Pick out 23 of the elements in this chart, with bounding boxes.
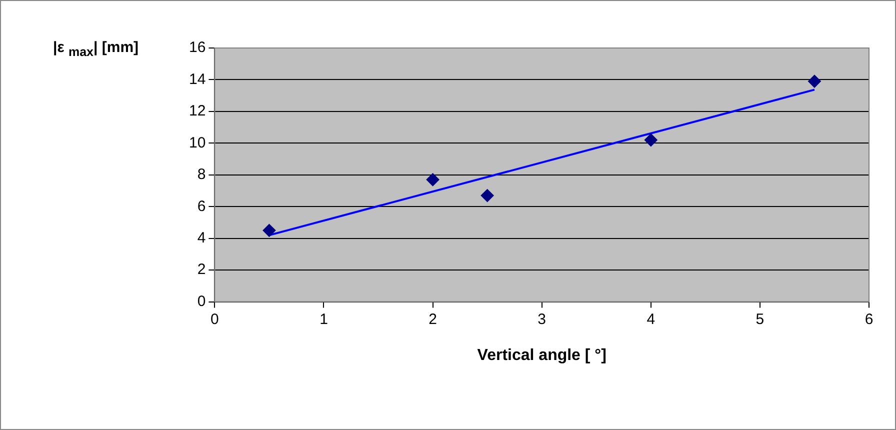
point xyxy=(480,189,494,202)
point xyxy=(426,173,440,186)
y-tick-label: 2 xyxy=(197,261,206,278)
x-tick-label: 4 xyxy=(646,310,656,328)
x-tick-label: 0 xyxy=(210,310,219,328)
y-tick-label: 6 xyxy=(197,198,206,215)
y-tick-label: 4 xyxy=(197,229,206,246)
x-tick-label: 1 xyxy=(320,310,328,328)
point xyxy=(262,224,276,237)
y-tick-label: 8 xyxy=(197,166,206,184)
x-tick-label: 6 xyxy=(864,310,874,328)
point xyxy=(644,134,658,147)
y-tick-label: 12 xyxy=(188,102,206,120)
y-tick-label: 0 xyxy=(197,292,206,310)
y-tick-label: 10 xyxy=(188,134,206,152)
y-axis-title: |ε $_{max}$| [mm] xyxy=(53,39,139,59)
x-tick-label: 2 xyxy=(428,310,437,328)
point xyxy=(808,74,821,88)
x-tick-label: 3 xyxy=(538,310,546,328)
x-axis-title: Vertical angle [ °] xyxy=(477,346,606,364)
y-tick-label: 16 xyxy=(188,39,206,56)
y-tick-label: 14 xyxy=(188,70,206,88)
x-tick-label: 5 xyxy=(756,310,764,328)
